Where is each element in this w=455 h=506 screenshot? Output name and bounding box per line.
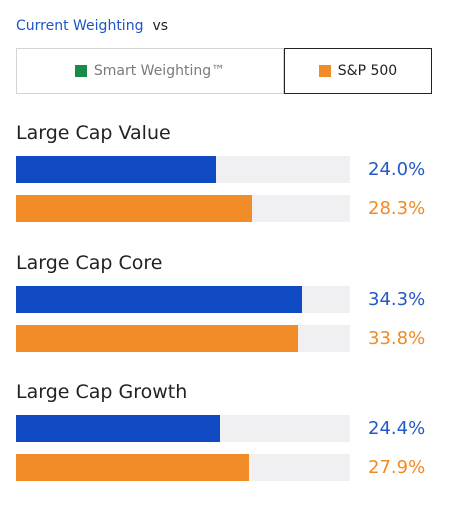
large-cap-core-benchmark-value: 33.8% <box>368 328 426 349</box>
smart-weighting-label: Smart Weighting™ <box>93 63 226 79</box>
vs-label: vs <box>152 18 169 34</box>
large-cap-core-current-bar-track <box>16 286 350 313</box>
large-cap-growth-benchmark-value: 27.9% <box>368 457 426 478</box>
smart-weighting-option[interactable]: Smart Weighting™ <box>16 48 284 94</box>
orange-square-icon <box>318 65 331 77</box>
large-cap-growth-current-value: 24.4% <box>368 418 426 439</box>
large-cap-core-title: Large Cap Core <box>16 252 163 274</box>
large-cap-core-benchmark-bar-track <box>16 325 350 352</box>
green-square-icon <box>74 65 87 77</box>
large-cap-value-benchmark-bar <box>16 195 253 222</box>
large-cap-core-current-bar <box>16 286 303 313</box>
large-cap-value-current-bar-track <box>16 156 350 183</box>
large-cap-core-current-value: 34.3% <box>368 289 426 310</box>
benchmark-toggle: Smart Weighting™ S&P 500 <box>16 48 432 94</box>
sp500-label: S&P 500 <box>337 63 398 79</box>
current-weighting-link[interactable]: Current Weighting <box>16 18 144 34</box>
large-cap-value-benchmark-bar-track <box>16 195 350 222</box>
sp500-option[interactable]: S&P 500 <box>284 48 432 94</box>
large-cap-growth-benchmark-bar-track <box>16 454 350 481</box>
large-cap-value-current-bar <box>16 156 217 183</box>
large-cap-value-current-value: 24.0% <box>368 159 426 180</box>
comparison-header: Current Weighting vs <box>16 15 168 37</box>
large-cap-value-benchmark-value: 28.3% <box>368 198 426 219</box>
large-cap-growth-benchmark-bar <box>16 454 249 481</box>
large-cap-growth-current-bar <box>16 415 220 442</box>
large-cap-core-benchmark-bar <box>16 325 299 352</box>
large-cap-value-title: Large Cap Value <box>16 122 171 144</box>
large-cap-growth-title: Large Cap Growth <box>16 381 188 403</box>
large-cap-growth-current-bar-track <box>16 415 350 442</box>
